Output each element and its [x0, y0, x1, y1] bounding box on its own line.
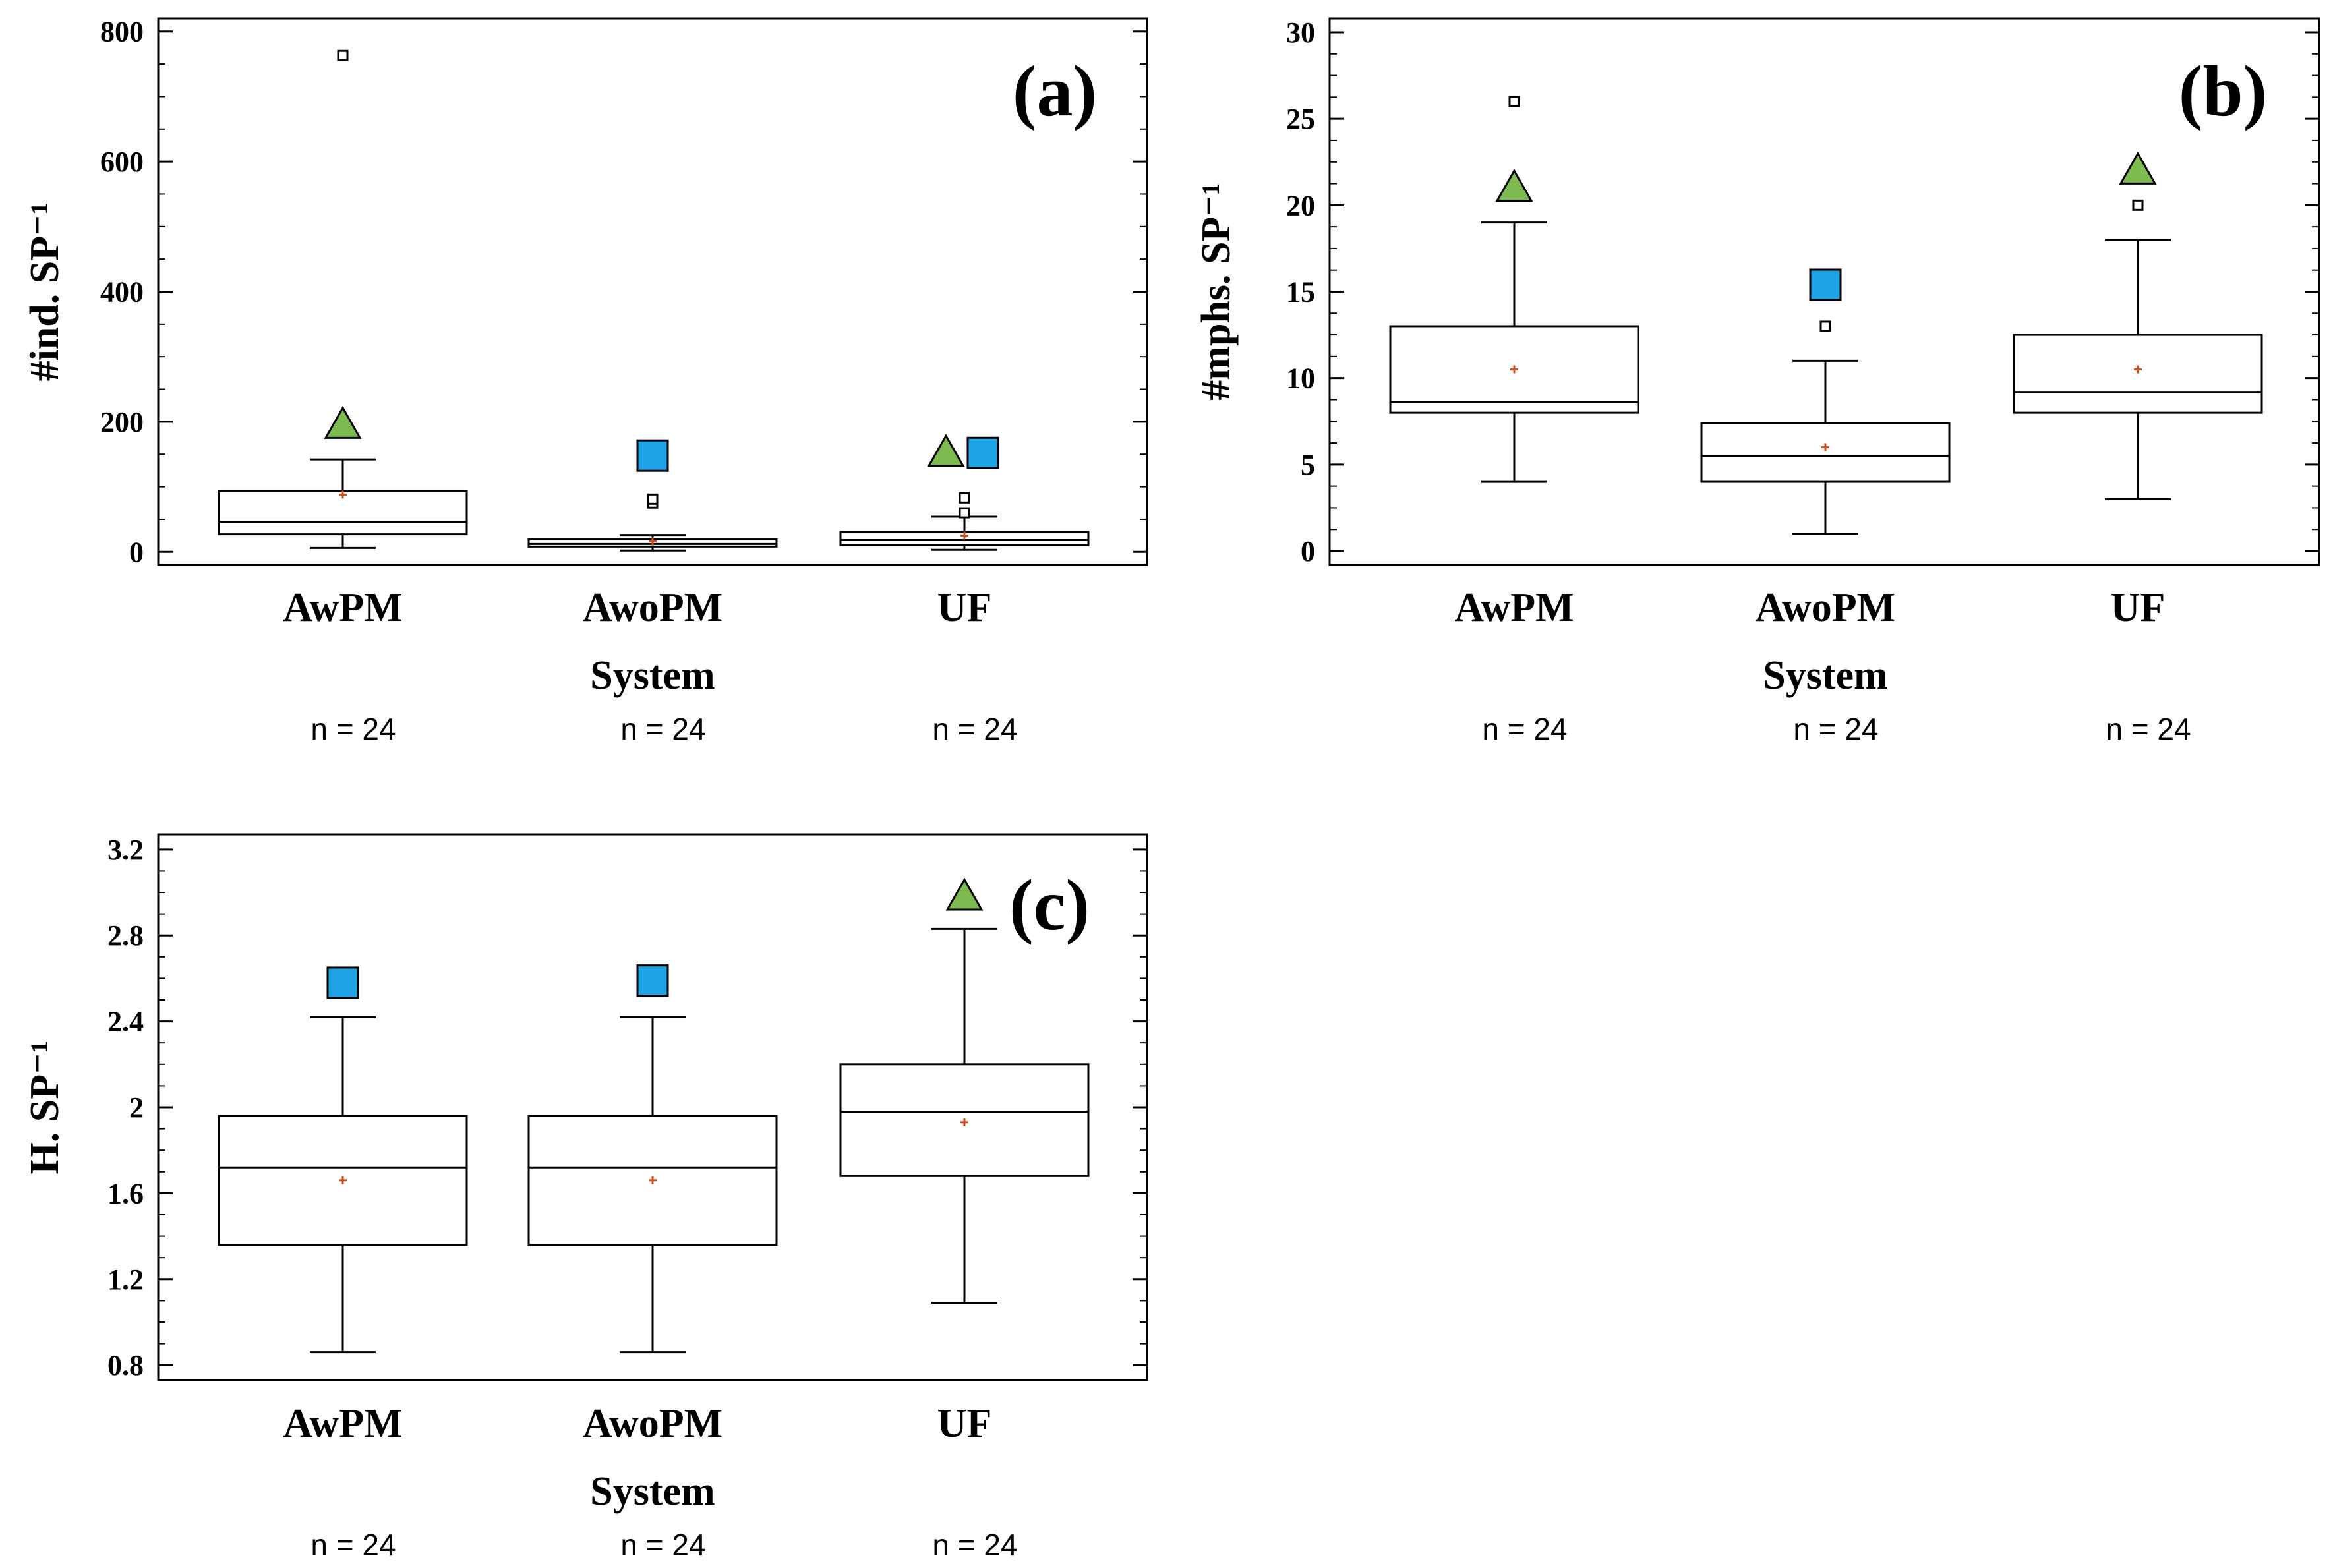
- category-label: UF: [2111, 585, 2166, 630]
- category-label: AwoPM: [583, 1401, 723, 1446]
- box-AwPM: [218, 966, 468, 1354]
- n-label: n = 24: [620, 712, 705, 746]
- panel-label: (c): [1009, 865, 1090, 945]
- category-label: AwPM: [283, 1401, 402, 1446]
- n-label: n = 24: [1482, 712, 1567, 746]
- y-axis-title: #mphs. SP⁻¹: [1194, 183, 1239, 400]
- box-UF: [839, 434, 1090, 551]
- outlier-point: [959, 492, 970, 504]
- box-UF: [839, 877, 1090, 1304]
- y-tick-label: 3.2: [107, 834, 144, 866]
- category-label: AwPM: [1454, 585, 1574, 630]
- panel-2: 0 5 10 15 20 25 30 #mphs. SP⁻¹ (b) AwPM n = 24 AwoP…: [1194, 16, 2320, 746]
- triangle-marker: [1495, 169, 1533, 202]
- iqr-box: [527, 1115, 778, 1246]
- n-label: n = 24: [620, 1528, 705, 1562]
- n-label: n = 24: [1793, 712, 1878, 746]
- triangle-marker: [927, 434, 965, 467]
- n-label: n = 24: [932, 712, 1017, 746]
- panel-1: 0 200 400 600 800 #ind. SP⁻¹ (a) AwPM n = 24 AwoP…: [22, 16, 1148, 746]
- y-tick-label: 800: [100, 16, 144, 48]
- x-axis-title: System: [590, 1469, 715, 1514]
- n-label: n = 24: [2106, 712, 2191, 746]
- box-AwoPM: [527, 964, 778, 1354]
- y-tick-label: 25: [1286, 103, 1315, 135]
- outlier-point: [337, 49, 349, 61]
- panel-label: (a): [1013, 51, 1097, 131]
- x-axis-title: System: [1763, 653, 1887, 698]
- square-marker: [636, 439, 669, 472]
- y-tick-label: 2.4: [107, 1006, 144, 1038]
- panel-3: 0.8 1.2 1.6 2 2.4 2.8 3.2 H. SP⁻¹ (c) AwPM n = 24 A…: [22, 833, 1148, 1562]
- box-AwoPM: [1700, 268, 1951, 535]
- outlier-point: [1819, 320, 1831, 332]
- y-axis-title: #ind. SP⁻¹: [22, 202, 67, 382]
- box-AwPM: [1389, 96, 1639, 483]
- y-tick-label: 200: [100, 406, 144, 438]
- panel-label: (b): [2179, 51, 2267, 131]
- triangle-marker: [324, 405, 362, 439]
- y-tick-label: 0: [1301, 535, 1315, 567]
- category-label: AwoPM: [1756, 585, 1895, 630]
- y-tick-label: 0.8: [107, 1349, 144, 1381]
- y-tick-label: 400: [100, 276, 144, 308]
- y-tick-label: 2: [129, 1091, 144, 1124]
- y-tick-label: 10: [1286, 363, 1315, 395]
- outlier-point: [959, 507, 970, 519]
- y-tick-label: 20: [1286, 189, 1315, 221]
- n-label: n = 24: [310, 712, 396, 746]
- iqr-box: [2013, 334, 2263, 414]
- category-label: AwPM: [283, 585, 402, 630]
- square-marker: [326, 966, 359, 999]
- square-marker: [966, 436, 999, 469]
- y-tick-label: 0: [129, 536, 144, 568]
- box-AwPM: [218, 49, 468, 549]
- n-label: n = 24: [932, 1528, 1017, 1562]
- square-marker: [1809, 268, 1842, 301]
- y-tick-label: 30: [1286, 16, 1315, 49]
- y-tick-label: 15: [1286, 276, 1315, 308]
- y-tick-label: 1.6: [107, 1177, 144, 1209]
- y-axis-title: H. SP⁻¹: [22, 1041, 67, 1175]
- box-UF: [2013, 151, 2263, 500]
- outlier-point: [1508, 96, 1520, 107]
- box-AwoPM: [527, 439, 778, 552]
- plot-frame: [157, 17, 1148, 566]
- triangle-marker: [945, 877, 984, 911]
- iqr-box: [1700, 422, 1951, 483]
- x-axis-title: System: [590, 653, 715, 698]
- category-label: UF: [937, 1401, 992, 1446]
- y-tick-label: 1.2: [107, 1263, 144, 1296]
- square-marker: [636, 964, 669, 997]
- triangle-marker: [2119, 151, 2157, 185]
- category-label: UF: [937, 585, 992, 630]
- y-tick-label: 600: [100, 146, 144, 178]
- n-label: n = 24: [310, 1528, 396, 1562]
- y-tick-label: 5: [1301, 449, 1315, 481]
- category-label: AwoPM: [583, 585, 723, 630]
- outlier-point: [647, 493, 659, 505]
- y-tick-label: 2.8: [107, 919, 144, 952]
- outlier-point: [2132, 199, 2144, 211]
